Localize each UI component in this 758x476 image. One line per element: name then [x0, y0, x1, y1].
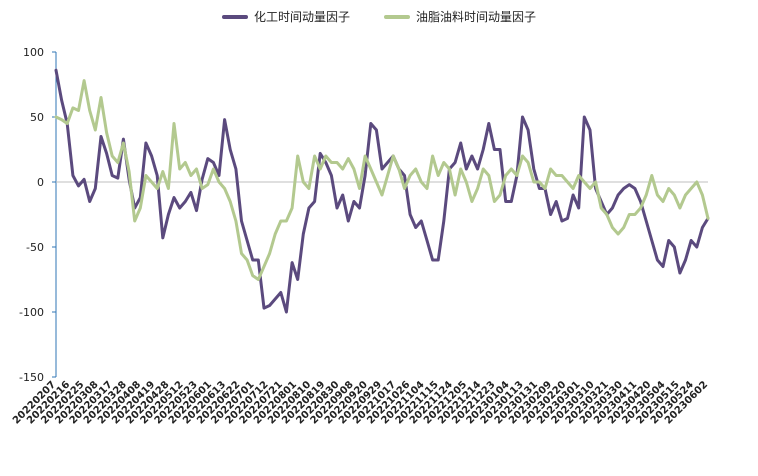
legend-item-chem: 化工时间动量因子	[221, 8, 350, 25]
legend: 化工时间动量因子 油脂油料时间动量因子	[0, 8, 758, 25]
legend-swatch-chem	[221, 14, 248, 19]
legend-label-oil: 油脂油料时间动量因子	[416, 10, 537, 24]
series-line-1	[54, 79, 710, 281]
y-tick-label: -150	[19, 371, 44, 384]
y-tick-label: -50	[26, 241, 44, 254]
y-tick-label: 50	[30, 111, 44, 124]
y-tick-label: -100	[19, 306, 44, 319]
legend-swatch-oil	[384, 14, 410, 19]
legend-item-oil: 油脂油料时间动量因子	[384, 8, 536, 25]
y-tick-label: 0	[37, 176, 44, 189]
legend-label-chem: 化工时间动量因子	[253, 10, 350, 24]
y-tick-label: 100	[23, 46, 44, 59]
